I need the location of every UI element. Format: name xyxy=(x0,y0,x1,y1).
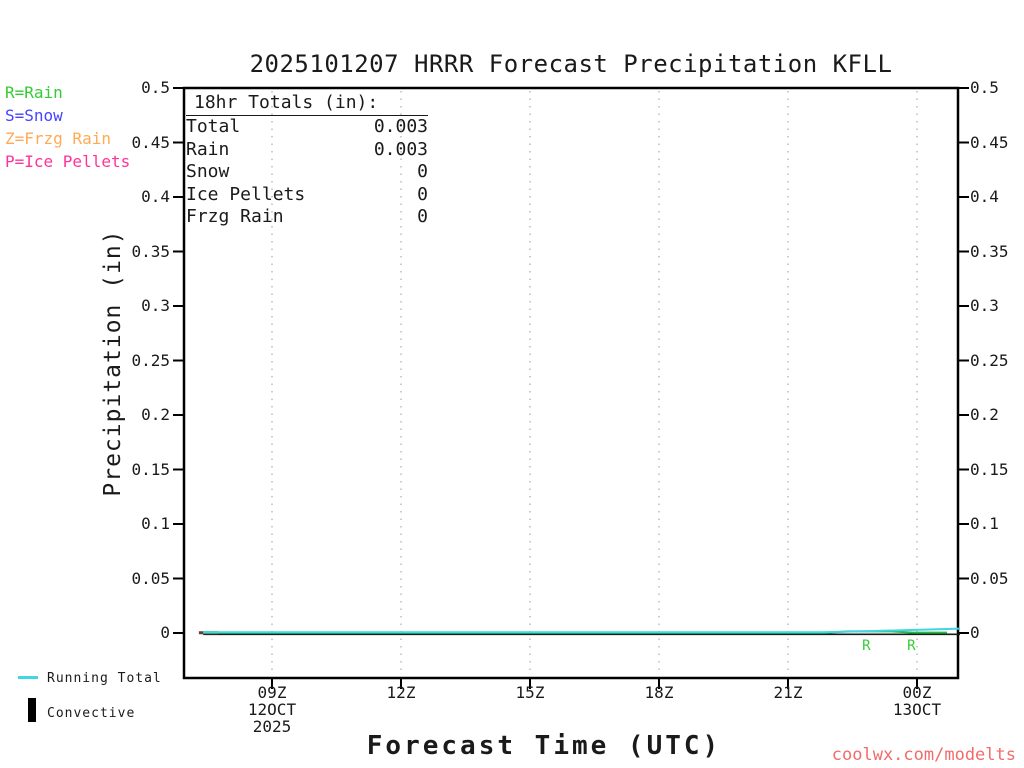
precip-type-legend: R=Rain S=Snow Z=Frzg Rain P=Ice Pellets xyxy=(5,81,130,173)
x-tick-15z: 15Z xyxy=(515,683,545,702)
legend-snow: S=Snow xyxy=(5,106,63,125)
totals-header: 18hr Totals (in): xyxy=(186,92,428,116)
y-tick-right: 0.1 xyxy=(970,514,999,533)
totals-label: Total xyxy=(186,116,241,137)
plot-frame xyxy=(182,86,960,680)
page-title: 2025101207 HRRR Forecast Precipitation K… xyxy=(249,50,893,78)
y-tick-right: 0.45 xyxy=(970,133,1009,152)
totals-row-frzg-rain: Frzg Rain 0 xyxy=(186,206,428,229)
x-tick-09z: 09Z xyxy=(257,683,287,702)
totals-row-total: Total 0.003 xyxy=(186,116,428,139)
legend-ice-pellets: P=Ice Pellets xyxy=(5,152,131,171)
x-axis-title: Forecast Time (UTC) xyxy=(366,731,722,761)
running-total-legend-label: Running Total xyxy=(47,671,162,686)
legend-frzg-rain: Z=Frzg Rain xyxy=(5,129,111,148)
y-tick-right: 0.3 xyxy=(970,296,999,315)
y-tick-left: 0.45 xyxy=(131,133,170,152)
y-tick-left: 0.1 xyxy=(141,514,170,533)
y-tick-right: 0.2 xyxy=(970,405,999,424)
y-tick-left: 0.35 xyxy=(131,242,170,261)
x-year-2025: 2025 xyxy=(252,717,292,736)
running-total-swatch-line xyxy=(18,676,38,679)
totals-box: 18hr Totals (in): Total 0.003 Rain 0.003… xyxy=(186,92,428,229)
y-tick-right: 0.05 xyxy=(970,569,1009,588)
totals-row-ice-pellets: Ice Pellets 0 xyxy=(186,184,428,207)
y-tick-left: 0 xyxy=(160,623,170,642)
rain-point-label: R xyxy=(862,638,871,654)
totals-value: 0.003 xyxy=(373,138,428,160)
totals-value: 0 xyxy=(417,183,428,205)
rain-point-label: R xyxy=(907,638,916,654)
x-tick-12z: 12Z xyxy=(386,683,416,702)
x-tick-21z: 21Z xyxy=(773,683,803,702)
watermark: coolwx.com/modelts xyxy=(831,745,1016,765)
totals-row-snow: Snow 0 xyxy=(186,161,428,184)
y-tick-left: 0.3 xyxy=(141,296,170,315)
totals-value: 0 xyxy=(417,161,428,182)
y-tick-left: 0.05 xyxy=(131,569,170,588)
x-tick-18z: 18Z xyxy=(644,683,674,702)
y-tick-left: 0.2 xyxy=(141,405,170,424)
totals-value: 0.003 xyxy=(373,116,428,137)
legend-rain: R=Rain xyxy=(5,83,63,102)
y-tick-right: 0 xyxy=(970,623,980,642)
y-tick-right: 0.15 xyxy=(970,460,1009,479)
x-tick-00z: 00Z xyxy=(902,683,932,702)
totals-label: Frzg Rain xyxy=(186,206,284,227)
totals-label: Snow xyxy=(186,161,230,182)
totals-label: Ice Pellets xyxy=(186,183,306,205)
y-tick-left: 0.15 xyxy=(131,460,170,479)
y-tick-left: 0.5 xyxy=(141,78,170,97)
y-tick-right: 0.4 xyxy=(970,187,999,206)
convective-legend-label: Convective xyxy=(47,706,136,721)
y-tick-right: 0.25 xyxy=(970,351,1009,370)
series-running-total xyxy=(203,627,961,634)
convective-swatch-bar xyxy=(28,698,36,722)
totals-label: Rain xyxy=(186,138,230,160)
x-date-12oct: 12OCT xyxy=(247,700,297,719)
x-date-13oct: 13OCT xyxy=(892,700,942,719)
totals-row-rain: Rain 0.003 xyxy=(186,139,428,162)
y-tick-right: 0.5 xyxy=(970,78,999,97)
totals-value: 0 xyxy=(417,206,428,227)
y-tick-left: 0.25 xyxy=(131,351,170,370)
y-tick-left: 0.4 xyxy=(141,187,170,206)
y-tick-right: 0.35 xyxy=(970,242,1009,261)
